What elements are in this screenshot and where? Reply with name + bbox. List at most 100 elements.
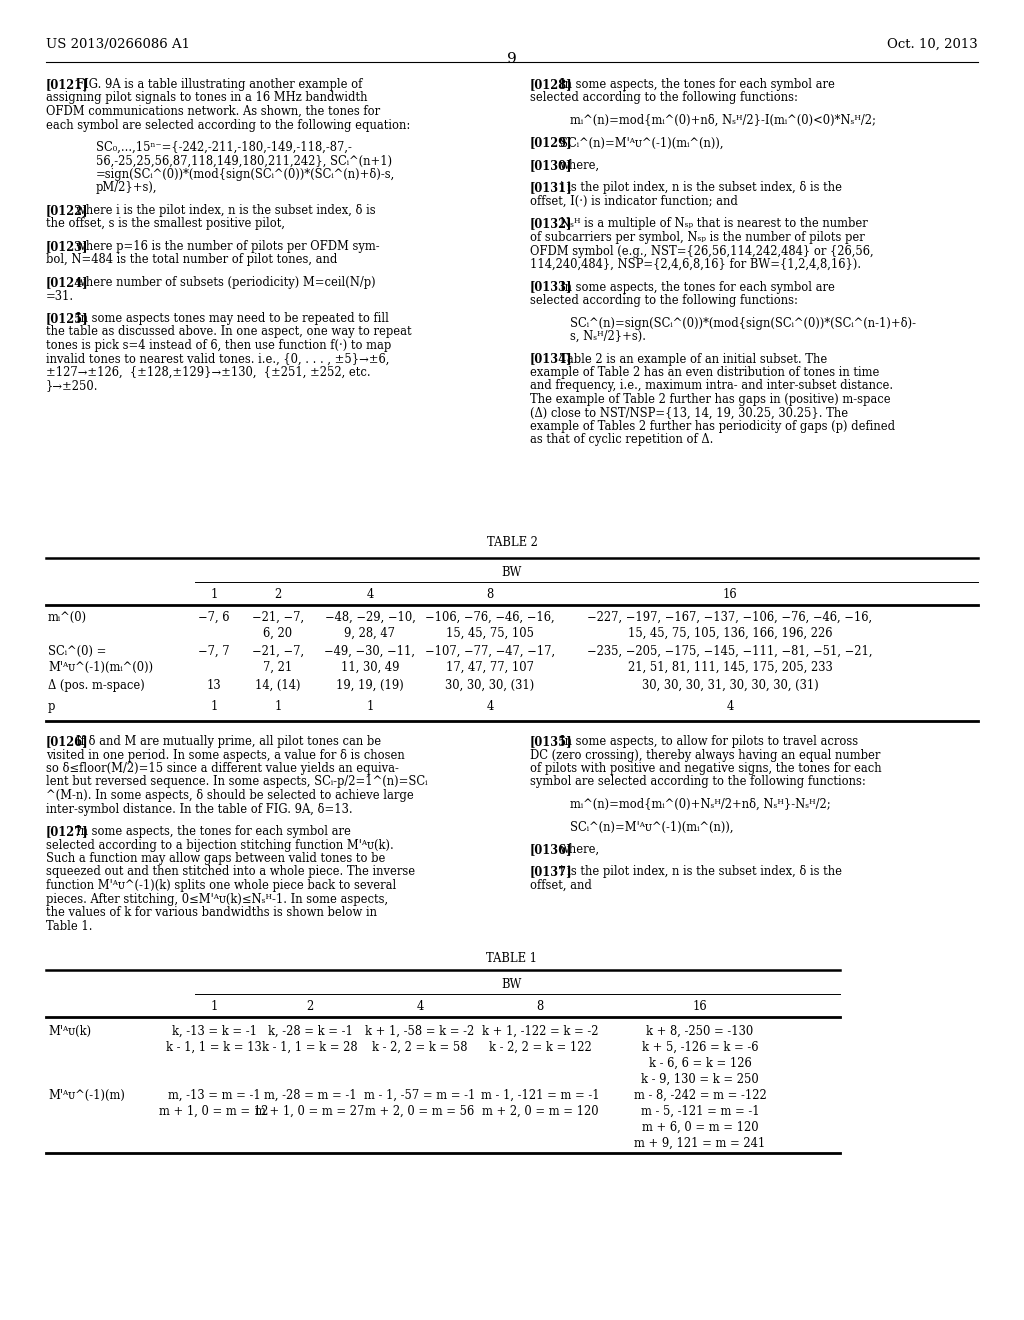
Text: Such a function may allow gaps between valid tones to be: Such a function may allow gaps between v… [46, 851, 385, 865]
Text: Table 2 is an example of an initial subset. The: Table 2 is an example of an initial subs… [560, 352, 827, 366]
Text: and frequency, i.e., maximum intra- and inter-subset distance.: and frequency, i.e., maximum intra- and … [530, 380, 893, 392]
Text: where,: where, [560, 158, 600, 172]
Text: 1: 1 [210, 1001, 218, 1012]
Text: example of Table 2 has an even distribution of tones in time: example of Table 2 has an even distribut… [530, 366, 880, 379]
Text: OFDM symbol (e.g., NST={26,56,114,242,484} or {26,56,: OFDM symbol (e.g., NST={26,56,114,242,48… [530, 244, 873, 257]
Text: where,: where, [560, 843, 600, 855]
Text: visited in one period. In some aspects, a value for δ is chosen: visited in one period. In some aspects, … [46, 748, 404, 762]
Text: m - 8, -242 = m = -122
m - 5, -121 = m = -1
m + 6, 0 = m = 120
m + 9, 121 = m = : m - 8, -242 = m = -122 m - 5, -121 = m =… [634, 1089, 766, 1150]
Text: [0126]: [0126] [46, 735, 89, 748]
Text: In some aspects, the tones for each symbol are: In some aspects, the tones for each symb… [560, 281, 835, 293]
Text: The example of Table 2 further has gaps in (positive) m-space: The example of Table 2 further has gaps … [530, 393, 891, 407]
Text: −235, −205, −175, −145, −111, −81, −51, −21,
21, 51, 81, 111, 145, 175, 205, 233: −235, −205, −175, −145, −111, −81, −51, … [587, 645, 872, 675]
Text: k, -28 = k = -1
k - 1, 1 = k = 28: k, -28 = k = -1 k - 1, 1 = k = 28 [262, 1026, 357, 1053]
Text: 9: 9 [507, 51, 517, 66]
Text: M'ᴬᴜ(k): M'ᴬᴜ(k) [48, 1026, 91, 1038]
Text: the values of k for various bandwidths is shown below in: the values of k for various bandwidths i… [46, 906, 377, 919]
Text: −49, −30, −11,
11, 30, 49: −49, −30, −11, 11, 30, 49 [325, 645, 416, 675]
Text: 1: 1 [210, 587, 218, 601]
Text: mᵢ^(0): mᵢ^(0) [48, 611, 87, 624]
Text: assigning pilot signals to tones in a 16 MHz bandwidth: assigning pilot signals to tones in a 16… [46, 91, 368, 104]
Text: 1: 1 [210, 700, 218, 713]
Text: m - 1, -57 = m = -1
m + 2, 0 = m = 56: m - 1, -57 = m = -1 m + 2, 0 = m = 56 [365, 1089, 476, 1118]
Text: 8: 8 [537, 1001, 544, 1012]
Text: [0130]: [0130] [530, 158, 572, 172]
Text: Table 1.: Table 1. [46, 920, 92, 932]
Text: function M'ᴬᴜ^(-1)(k) splits one whole piece back to several: function M'ᴬᴜ^(-1)(k) splits one whole p… [46, 879, 396, 892]
Text: 1: 1 [274, 700, 282, 713]
Text: where i is the pilot index, n is the subset index, δ is: where i is the pilot index, n is the sub… [76, 205, 376, 216]
Text: [0133]: [0133] [530, 281, 572, 293]
Text: Nₛᴴ is a multiple of Nₛₚ that is nearest to the number: Nₛᴴ is a multiple of Nₛₚ that is nearest… [560, 218, 867, 231]
Text: p: p [48, 700, 55, 713]
Text: =sign(SCᵢ^(0))*(mod{sign(SCᵢ^(0))*(SCᵢ^(n)+δ)-s,: =sign(SCᵢ^(0))*(mod{sign(SCᵢ^(0))*(SCᵢ^(… [96, 168, 395, 181]
Text: so δ≤floor(M/2)=15 since a different value yields an equiva-: so δ≤floor(M/2)=15 since a different val… [46, 762, 399, 775]
Text: the offset, s is the smallest positive pilot,: the offset, s is the smallest positive p… [46, 218, 285, 231]
Text: 16: 16 [692, 1001, 708, 1012]
Text: OFDM communications network. As shown, the tones for: OFDM communications network. As shown, t… [46, 106, 380, 117]
Text: SC₀,...,15ⁿ⁻={-242,-211,-180,-149,-118,-87,-: SC₀,...,15ⁿ⁻={-242,-211,-180,-149,-118,-… [96, 141, 352, 154]
Text: −106, −76, −46, −16,
15, 45, 75, 105: −106, −76, −46, −16, 15, 45, 75, 105 [425, 611, 555, 640]
Text: example of Tables 2 further has periodicity of gaps (p) defined: example of Tables 2 further has periodic… [530, 420, 895, 433]
Text: [0132]: [0132] [530, 218, 572, 231]
Text: −21, −7,
7, 21: −21, −7, 7, 21 [252, 645, 304, 675]
Text: pieces. After stitching, 0≤M'ᴬᴜ(k)≤Nₛᴴ-1. In some aspects,: pieces. After stitching, 0≤M'ᴬᴜ(k)≤Nₛᴴ-1… [46, 892, 388, 906]
Text: [0123]: [0123] [46, 240, 88, 253]
Text: [0125]: [0125] [46, 312, 89, 325]
Text: offset, and: offset, and [530, 879, 592, 892]
Text: SCᵢ^(n)=M'ᴬᴜ^(-1)(mᵢ^(n)),: SCᵢ^(n)=M'ᴬᴜ^(-1)(mᵢ^(n)), [570, 821, 733, 833]
Text: pM/2}+s),: pM/2}+s), [96, 181, 158, 194]
Text: selected according to the following functions:: selected according to the following func… [530, 91, 798, 104]
Text: m, -13 = m = -1
m + 1, 0 = m = 12: m, -13 = m = -1 m + 1, 0 = m = 12 [160, 1089, 268, 1118]
Text: 114,240,484}, NSP={2,4,6,8,16} for BW={1,2,4,8,16}).: 114,240,484}, NSP={2,4,6,8,16} for BW={1… [530, 257, 861, 271]
Text: (Δ) close to NST/NSP={13, 14, 19, 30.25, 30.25}. The: (Δ) close to NST/NSP={13, 14, 19, 30.25,… [530, 407, 848, 420]
Text: i is the pilot index, n is the subset index, δ is the: i is the pilot index, n is the subset in… [560, 866, 842, 879]
Text: k + 8, -250 = -130
k + 5, -126 = k = -6
k - 6, 6 = k = 126
k - 9, 130 = k = 250: k + 8, -250 = -130 k + 5, -126 = k = -6 … [641, 1026, 759, 1086]
Text: −227, −197, −167, −137, −106, −76, −46, −16,
15, 45, 75, 105, 136, 166, 196, 226: −227, −197, −167, −137, −106, −76, −46, … [588, 611, 872, 640]
Text: k + 1, -122 = k = -2
k - 2, 2 = k = 122: k + 1, -122 = k = -2 k - 2, 2 = k = 122 [481, 1026, 598, 1053]
Text: =31.: =31. [46, 289, 74, 302]
Text: s, Nₛᴴ/2}+s).: s, Nₛᴴ/2}+s). [570, 330, 646, 343]
Text: ±127→±126,  {±128,±129}→±130,  {±251, ±252, etc.: ±127→±126, {±128,±129}→±130, {±251, ±252… [46, 366, 371, 379]
Text: SCᵢ^(n)=sign(SCᵢ^(0))*(mod{sign(SCᵢ^(0))*(SCᵢ^(n-1)+δ)-: SCᵢ^(n)=sign(SCᵢ^(0))*(mod{sign(SCᵢ^(0))… [570, 317, 916, 330]
Text: lent but reversed sequence. In some aspects, SCᵢ-p/2=1^(n)=SCᵢ: lent but reversed sequence. In some aspe… [46, 776, 427, 788]
Text: selected according to the following functions:: selected according to the following func… [530, 294, 798, 308]
Text: −107, −77, −47, −17,
17, 47, 77, 107: −107, −77, −47, −17, 17, 47, 77, 107 [425, 645, 555, 675]
Text: }→±250.: }→±250. [46, 380, 98, 392]
Text: M'ᴬᴜ^(-1)(m): M'ᴬᴜ^(-1)(m) [48, 1089, 125, 1102]
Text: [0129]: [0129] [530, 136, 572, 149]
Text: 8: 8 [486, 587, 494, 601]
Text: −7, 6: −7, 6 [199, 611, 229, 624]
Text: tones is pick s=4 instead of 6, then use function f(·) to map: tones is pick s=4 instead of 6, then use… [46, 339, 391, 352]
Text: k + 1, -58 = k = -2
k - 2, 2 = k = 58: k + 1, -58 = k = -2 k - 2, 2 = k = 58 [366, 1026, 475, 1053]
Text: k, -13 = k = -1
k - 1, 1 = k = 13: k, -13 = k = -1 k - 1, 1 = k = 13 [166, 1026, 262, 1053]
Text: [0134]: [0134] [530, 352, 572, 366]
Text: symbol are selected according to the following functions:: symbol are selected according to the fol… [530, 776, 865, 788]
Text: [0121]: [0121] [46, 78, 89, 91]
Text: FIG. 9A is a table illustrating another example of: FIG. 9A is a table illustrating another … [76, 78, 362, 91]
Text: BW: BW [502, 978, 522, 991]
Text: where p=16 is the number of pilots per OFDM sym-: where p=16 is the number of pilots per O… [76, 240, 380, 253]
Text: [0137]: [0137] [530, 866, 572, 879]
Text: of subcarriers per symbol, Nₛₚ is the number of pilots per: of subcarriers per symbol, Nₛₚ is the nu… [530, 231, 864, 244]
Text: [0131]: [0131] [530, 181, 572, 194]
Text: [0127]: [0127] [46, 825, 89, 838]
Text: the table as discussed above. In one aspect, one way to repeat: the table as discussed above. In one asp… [46, 326, 412, 338]
Text: i is the pilot index, n is the subset index, δ is the: i is the pilot index, n is the subset in… [560, 181, 842, 194]
Text: 16: 16 [723, 587, 737, 601]
Text: 4: 4 [486, 700, 494, 713]
Text: 19, 19, (19): 19, 19, (19) [336, 678, 403, 692]
Text: SCᵢ^(n)=M'ᴬᴜ^(-1)(mᵢ^(n)),: SCᵢ^(n)=M'ᴬᴜ^(-1)(mᵢ^(n)), [560, 136, 723, 149]
Text: 1: 1 [367, 700, 374, 713]
Text: inter-symbol distance. In the table of FIG. 9A, δ=13.: inter-symbol distance. In the table of F… [46, 803, 352, 816]
Text: In some aspects, to allow for pilots to travel across: In some aspects, to allow for pilots to … [560, 735, 858, 748]
Text: [0135]: [0135] [530, 735, 572, 748]
Text: 30, 30, 30, 31, 30, 30, 30, (31): 30, 30, 30, 31, 30, 30, 30, (31) [642, 678, 818, 692]
Text: bol, N=484 is the total number of pilot tones, and: bol, N=484 is the total number of pilot … [46, 253, 337, 267]
Text: US 2013/0266086 A1: US 2013/0266086 A1 [46, 38, 190, 51]
Text: BW: BW [502, 566, 522, 579]
Text: 4: 4 [726, 700, 733, 713]
Text: offset, I(·) is indicator function; and: offset, I(·) is indicator function; and [530, 195, 738, 209]
Text: DC (zero crossing), thereby always having an equal number: DC (zero crossing), thereby always havin… [530, 748, 881, 762]
Text: If δ and M are mutually prime, all pilot tones can be: If δ and M are mutually prime, all pilot… [76, 735, 381, 748]
